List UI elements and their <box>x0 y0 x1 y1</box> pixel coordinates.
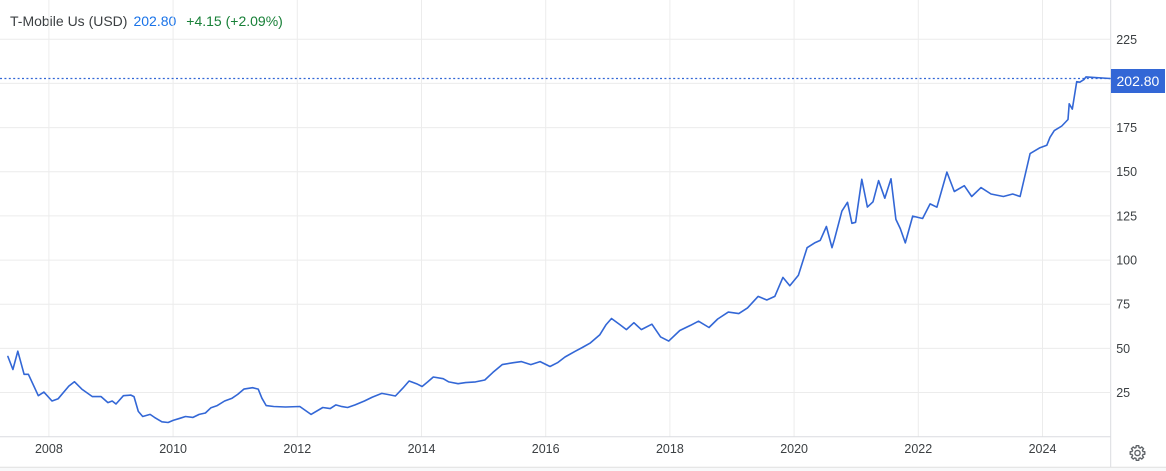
svg-text:175: 175 <box>1116 121 1137 135</box>
svg-text:25: 25 <box>1116 386 1130 400</box>
svg-text:2012: 2012 <box>283 442 311 456</box>
svg-text:75: 75 <box>1116 298 1130 312</box>
svg-text:225: 225 <box>1116 33 1137 47</box>
svg-text:2010: 2010 <box>159 442 187 456</box>
svg-text:2024: 2024 <box>1029 442 1057 456</box>
svg-text:2014: 2014 <box>408 442 436 456</box>
svg-text:150: 150 <box>1116 165 1137 179</box>
svg-text:2022: 2022 <box>904 442 932 456</box>
svg-text:100: 100 <box>1116 254 1137 268</box>
svg-text:2016: 2016 <box>532 442 560 456</box>
svg-text:50: 50 <box>1116 342 1130 356</box>
svg-text:2020: 2020 <box>780 442 808 456</box>
svg-text:125: 125 <box>1116 209 1137 223</box>
svg-text:2008: 2008 <box>35 442 63 456</box>
svg-text:2018: 2018 <box>656 442 684 456</box>
